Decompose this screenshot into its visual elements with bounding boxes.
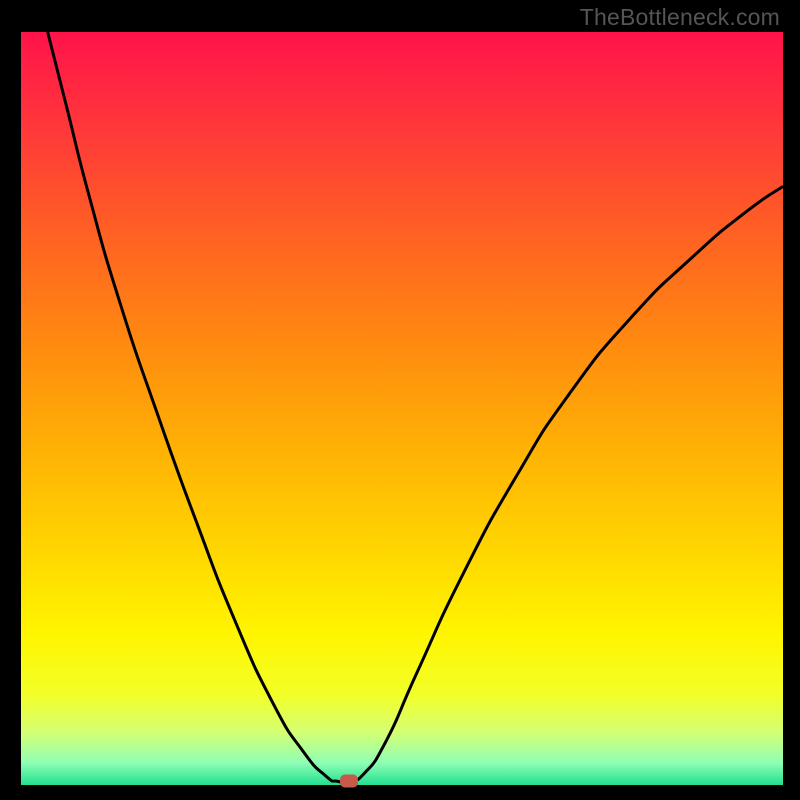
bottleneck-curve — [21, 32, 783, 785]
curve-path — [48, 32, 783, 783]
optimum-marker — [340, 775, 358, 788]
watermark-text: TheBottleneck.com — [580, 4, 780, 31]
plot-area — [21, 32, 783, 785]
